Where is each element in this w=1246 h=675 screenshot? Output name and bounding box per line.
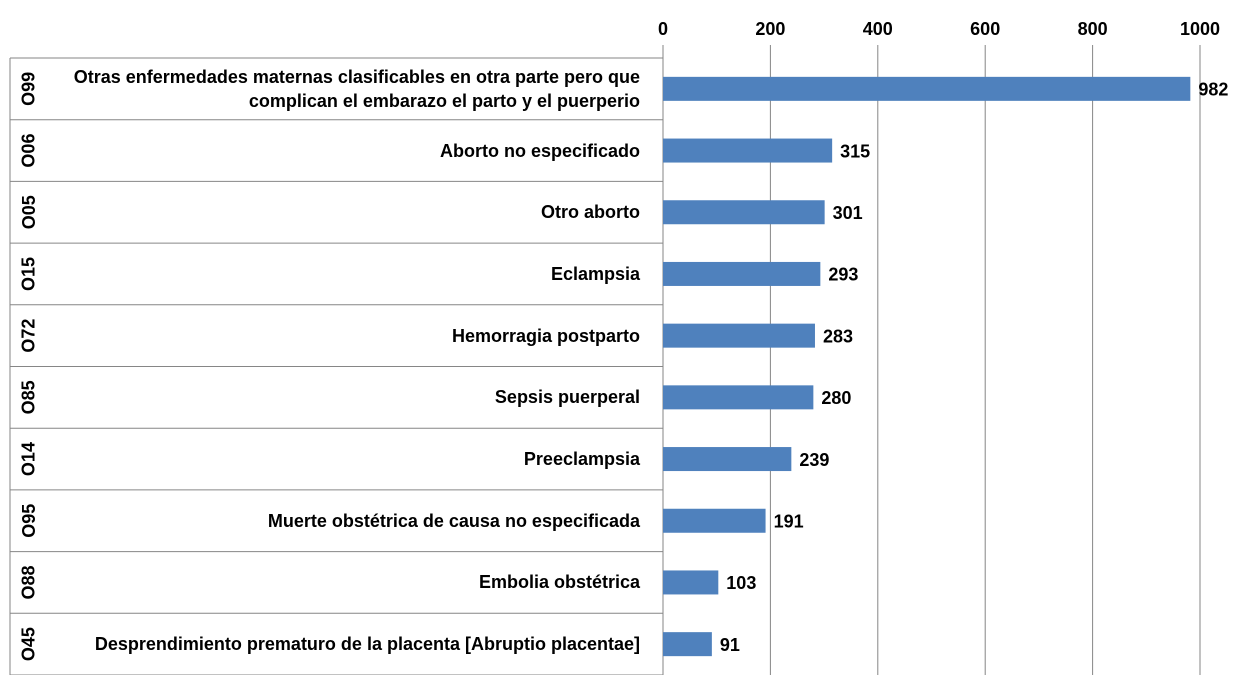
- bar: [663, 200, 825, 225]
- group-label: O06: [19, 134, 39, 168]
- category-label-box: Muerte obstétrica de causa no especifica…: [50, 490, 640, 552]
- category-label: Aborto no especificado: [439, 140, 640, 161]
- bar: [663, 138, 833, 163]
- value-label: 239: [799, 450, 829, 470]
- bar: [663, 570, 719, 595]
- value-label: 293: [828, 265, 858, 285]
- category-label-box: Desprendimiento prematuro de la placenta…: [50, 613, 640, 675]
- bar: [663, 385, 814, 410]
- group-label: O15: [19, 257, 39, 291]
- value-label: 283: [823, 326, 853, 346]
- x-tick-label: 400: [863, 19, 893, 39]
- group-label: O14: [19, 442, 39, 476]
- category-label-box: Otro aborto: [50, 181, 640, 243]
- category-label-box: Sepsis puerperal: [50, 367, 640, 429]
- x-tick-label: 800: [1078, 19, 1108, 39]
- value-label: 191: [774, 512, 804, 532]
- x-tick-label: 200: [755, 19, 785, 39]
- bar: [663, 76, 1191, 101]
- value-label: 91: [720, 635, 740, 655]
- bar: [663, 447, 792, 472]
- bar: [663, 323, 815, 348]
- value-label: 315: [840, 141, 870, 161]
- category-label-box: Hemorragia postparto: [50, 305, 640, 367]
- category-label: Muerte obstétrica de causa no especifica…: [267, 510, 640, 531]
- category-label-box: Aborto no especificado: [50, 120, 640, 182]
- value-label: 103: [726, 573, 756, 593]
- group-label: O85: [19, 380, 39, 414]
- value-label: 982: [1198, 80, 1228, 100]
- category-label: Otras enfermedades maternas clasificable…: [73, 66, 640, 111]
- x-tick-label: 1000: [1180, 19, 1220, 39]
- group-label: O99: [19, 72, 39, 106]
- category-label: Eclampsia: [550, 263, 640, 284]
- category-label: Embolia obstétrica: [478, 572, 640, 593]
- value-label: 280: [821, 388, 851, 408]
- category-label-box: Preeclampsia: [50, 428, 640, 490]
- group-label: O88: [19, 565, 39, 599]
- category-label: Desprendimiento prematuro de la placenta…: [94, 634, 640, 655]
- category-label-box: Embolia obstétrica: [50, 552, 640, 614]
- category-label: Otro aborto: [541, 202, 640, 223]
- group-label: O72: [19, 319, 39, 353]
- category-label: Hemorragia postparto: [451, 325, 640, 346]
- value-label: 301: [833, 203, 863, 223]
- bar: [663, 261, 821, 286]
- group-label: O45: [19, 627, 39, 661]
- group-label: O05: [19, 195, 39, 229]
- category-label: Sepsis puerperal: [494, 387, 640, 408]
- category-label-box: Otras enfermedades maternas clasificable…: [50, 58, 640, 120]
- group-label: O95: [19, 504, 39, 538]
- bar: [663, 508, 766, 533]
- category-label-box: Eclampsia: [50, 243, 640, 305]
- x-tick-label: 600: [970, 19, 1000, 39]
- x-tick-label: 0: [658, 19, 668, 39]
- category-label: Preeclampsia: [523, 449, 640, 470]
- bar: [663, 632, 712, 657]
